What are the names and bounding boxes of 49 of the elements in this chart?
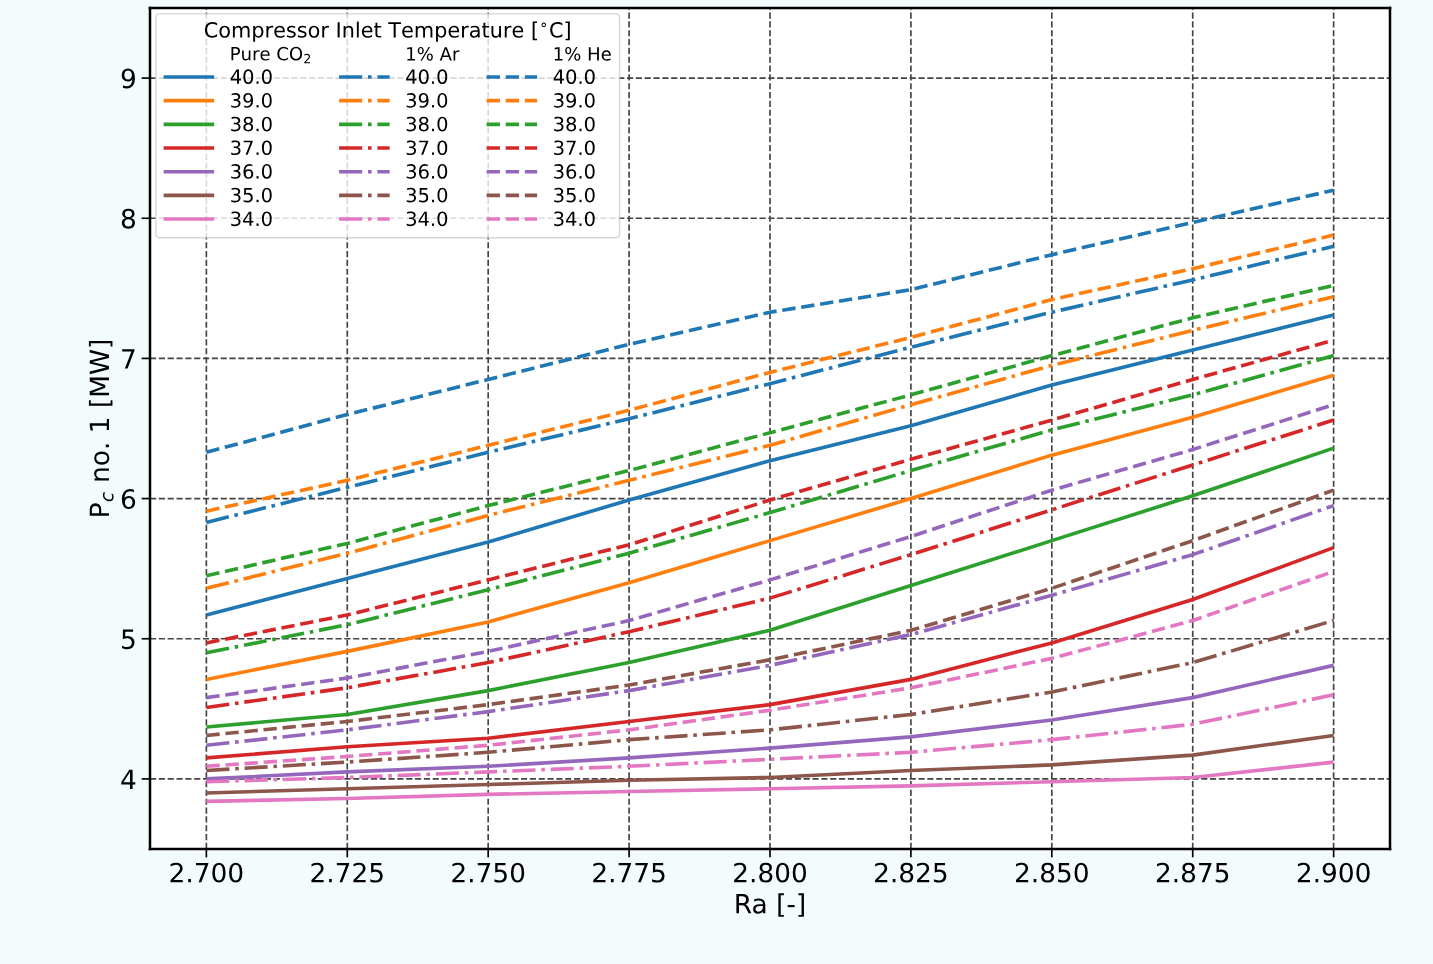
legend-label: 40.0 xyxy=(553,69,595,85)
legend-label: 36.0 xyxy=(406,164,448,179)
y-tick-label: 5 xyxy=(122,629,135,650)
legend-label: 35.0 xyxy=(406,187,448,203)
x-tick-label: 2.750 xyxy=(452,862,525,883)
legend-label: 34.0 xyxy=(231,211,272,227)
legend-label: 39.0 xyxy=(406,93,448,108)
line-series xyxy=(204,618,1336,773)
y-tick-label: 6 xyxy=(121,489,136,509)
line-series xyxy=(204,188,1336,455)
legend-label: 37.0 xyxy=(231,140,272,156)
x-tick-label: 2.700 xyxy=(170,862,243,883)
legend-label: 34.0 xyxy=(406,211,448,227)
x-tick-label: 2.850 xyxy=(1015,862,1088,883)
x-tick-label: 2.775 xyxy=(593,862,665,883)
legend-label: 40.0 xyxy=(406,69,448,85)
line-series xyxy=(204,663,1336,781)
legend-label: 38.0 xyxy=(554,116,595,132)
annotation: 1% Ar xyxy=(407,47,460,61)
y-axis-title: P$_{c}$ no. 1 [MW] xyxy=(88,340,114,516)
legend-label: 37.0 xyxy=(554,140,595,156)
legend-label: 39.0 xyxy=(554,93,595,108)
line-series xyxy=(204,733,1336,795)
annotation: 1% He xyxy=(554,47,611,61)
legend-title: Compressor Inlet Temperature [$^{∘}$C] xyxy=(204,21,570,42)
y-tick-label: 8 xyxy=(121,208,135,229)
y-tick-label: 9 xyxy=(121,68,135,89)
legend-label: 35.0 xyxy=(554,187,595,203)
x-tick-label: 2.875 xyxy=(1156,862,1229,883)
legend-label: 40.0 xyxy=(230,69,272,85)
y-tick-label: 7 xyxy=(122,349,135,369)
legend-label: 38.0 xyxy=(406,116,448,132)
x-tick-label: 2.800 xyxy=(734,862,807,883)
legend-label: 36.0 xyxy=(231,164,272,179)
line-series xyxy=(204,693,1336,784)
x-axis-title: Ra [-] xyxy=(736,893,804,917)
line-series xyxy=(204,446,1336,729)
x-tick-label: 2.825 xyxy=(875,862,947,883)
line-series xyxy=(204,760,1336,804)
legend-label: 35.0 xyxy=(231,187,272,203)
legend-label: 38.0 xyxy=(231,116,272,132)
legend-label: 34.0 xyxy=(554,211,595,227)
y-tick-label: 4 xyxy=(121,769,136,789)
x-tick-label: 2.900 xyxy=(1297,862,1370,883)
legend-label: 39.0 xyxy=(231,93,272,108)
x-tick-label: 2.725 xyxy=(311,862,383,883)
legend-label: 36.0 xyxy=(554,164,595,179)
legend-label: 37.0 xyxy=(406,140,448,156)
annotation: Pure CO$_{2}$ xyxy=(231,46,311,64)
